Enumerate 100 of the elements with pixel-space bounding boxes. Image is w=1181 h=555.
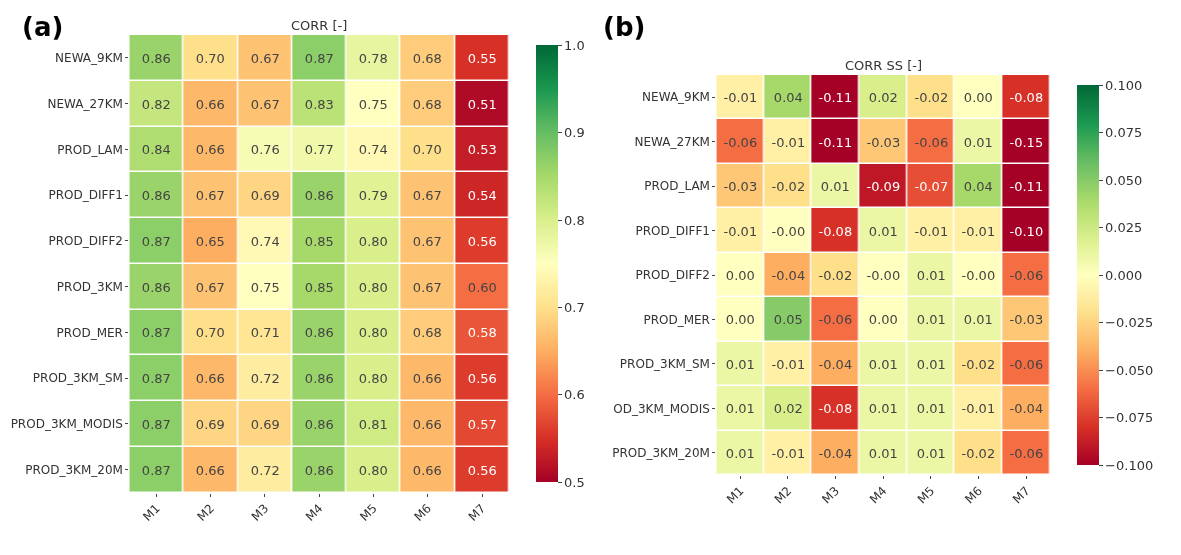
- data-label: 0.01: [963, 311, 993, 327]
- data-label: 0.04: [773, 89, 803, 105]
- data-label: 0.72: [250, 370, 280, 386]
- x-tick-label: M4: [302, 501, 326, 524]
- data-label: 0.85: [304, 279, 334, 295]
- data-label: -0.08: [818, 400, 853, 416]
- data-label: 0.67: [250, 50, 280, 66]
- data-label: -0.06: [1009, 356, 1044, 372]
- data-label: 0.01: [868, 223, 898, 239]
- y-tick-label: PROD_3KM_20M: [25, 462, 123, 477]
- color-bar-label: 0.100: [1105, 77, 1143, 93]
- data-label: -0.01: [771, 445, 806, 461]
- data-label: 0.70: [412, 141, 442, 157]
- data-label: -0.01: [771, 134, 806, 150]
- y-tick-label: NEWA_27KM: [634, 134, 710, 149]
- data-label: -0.00: [771, 223, 806, 239]
- x-tick-label: M6: [962, 483, 985, 507]
- data-label: 0.56: [467, 462, 497, 478]
- data-label: -0.02: [818, 267, 853, 283]
- data-label: 0.65: [195, 233, 225, 249]
- data-label: 0.70: [195, 50, 225, 66]
- x-tick-label: M1: [140, 501, 163, 524]
- x-tick-label: M6: [411, 501, 435, 524]
- data-label: -0.00: [961, 267, 996, 283]
- data-label: 0.80: [358, 324, 388, 340]
- data-label: 0.02: [868, 89, 898, 105]
- data-label: 0.85: [304, 233, 334, 249]
- x-tick-label: M2: [194, 501, 218, 524]
- data-label: -0.04: [818, 356, 853, 372]
- data-label: 0.75: [250, 279, 280, 295]
- data-label: 0.66: [412, 370, 442, 386]
- x-tick-label: M3: [248, 501, 272, 524]
- data-label: -0.08: [1009, 89, 1044, 105]
- color-bar-label: 0.9: [564, 125, 585, 141]
- data-label: 0.68: [412, 96, 442, 112]
- data-label: 0.01: [916, 400, 946, 416]
- color-bar-label: 0.075: [1105, 125, 1143, 141]
- x-tick-label: M1: [723, 483, 747, 507]
- text: (a): [22, 12, 64, 42]
- data-label: 0.69: [250, 187, 280, 203]
- data-label: 0.67: [195, 279, 225, 295]
- data-label: 0.86: [141, 279, 171, 295]
- data-label: 0.82: [141, 96, 171, 112]
- data-label: -0.02: [961, 356, 996, 372]
- data-label: 0.78: [358, 50, 388, 66]
- data-label: -0.01: [961, 400, 996, 416]
- data-label: 0.68: [412, 324, 442, 340]
- data-label: 0.84: [141, 141, 171, 157]
- data-label: 0.67: [412, 279, 442, 295]
- color-bar-label: 0.7: [564, 300, 585, 315]
- text: (b): [603, 12, 646, 42]
- data-label: 0.86: [141, 50, 171, 66]
- data-label: 0.01: [725, 400, 755, 416]
- data-label: 0.86: [141, 187, 171, 203]
- x-tick-label: M2: [771, 483, 795, 507]
- data-label: 0.66: [195, 462, 225, 478]
- data-label: 0.70: [195, 324, 225, 340]
- data-label: 0.00: [725, 267, 755, 283]
- data-label: 0.87: [141, 233, 171, 249]
- data-label: -0.01: [914, 223, 949, 239]
- data-label: 0.69: [250, 416, 280, 432]
- data-label: -0.04: [771, 267, 806, 283]
- y-tick-label: NEWA_27KM: [47, 96, 123, 111]
- y-tick-label: PROD_3KM_SM: [32, 371, 123, 386]
- y-tick-label: PROD_MER: [643, 312, 710, 327]
- y-tick-label: PROD_DIFF2: [635, 268, 710, 283]
- data-label: -0.09: [866, 178, 901, 194]
- data-label: 0.87: [141, 416, 171, 432]
- x-tick-label: M5: [357, 501, 380, 524]
- data-label: 0.80: [358, 233, 388, 249]
- data-label: -0.06: [1009, 267, 1044, 283]
- data-label: -0.02: [914, 89, 949, 105]
- data-label: 0.68: [412, 50, 442, 66]
- data-label: -0.02: [771, 178, 806, 194]
- data-label: 0.67: [412, 187, 442, 203]
- data-label: -0.06: [723, 134, 758, 150]
- data-label: 0.00: [963, 89, 993, 105]
- data-label: 0.01: [916, 267, 946, 283]
- data-label: -0.11: [1009, 178, 1044, 194]
- y-tick-label: PROD_3KM_MODIS: [10, 417, 123, 432]
- data-label: -0.06: [914, 134, 949, 150]
- data-label: -0.01: [771, 356, 806, 372]
- data-label: 0.75: [358, 96, 388, 112]
- data-label: 0.05: [773, 311, 803, 327]
- data-label: -0.01: [961, 223, 996, 239]
- data-label: -0.07: [914, 178, 949, 194]
- data-label: 0.51: [467, 96, 497, 112]
- x-tick-label: M5: [914, 483, 938, 507]
- y-tick-label: PROD_DIFF1: [635, 223, 710, 238]
- color-bar-label: −0.025: [1105, 315, 1154, 331]
- data-label: 0.01: [868, 356, 898, 372]
- data-label: -0.01: [723, 89, 758, 105]
- data-label: 0.86: [304, 370, 334, 386]
- data-label: 0.66: [412, 462, 442, 478]
- data-label: 0.80: [358, 370, 388, 386]
- data-label: -0.01: [723, 223, 758, 239]
- color-bar-label: 0.5: [564, 474, 585, 490]
- data-label: 0.01: [916, 445, 946, 461]
- data-label: -0.06: [818, 311, 853, 327]
- data-label: 0.87: [141, 462, 171, 478]
